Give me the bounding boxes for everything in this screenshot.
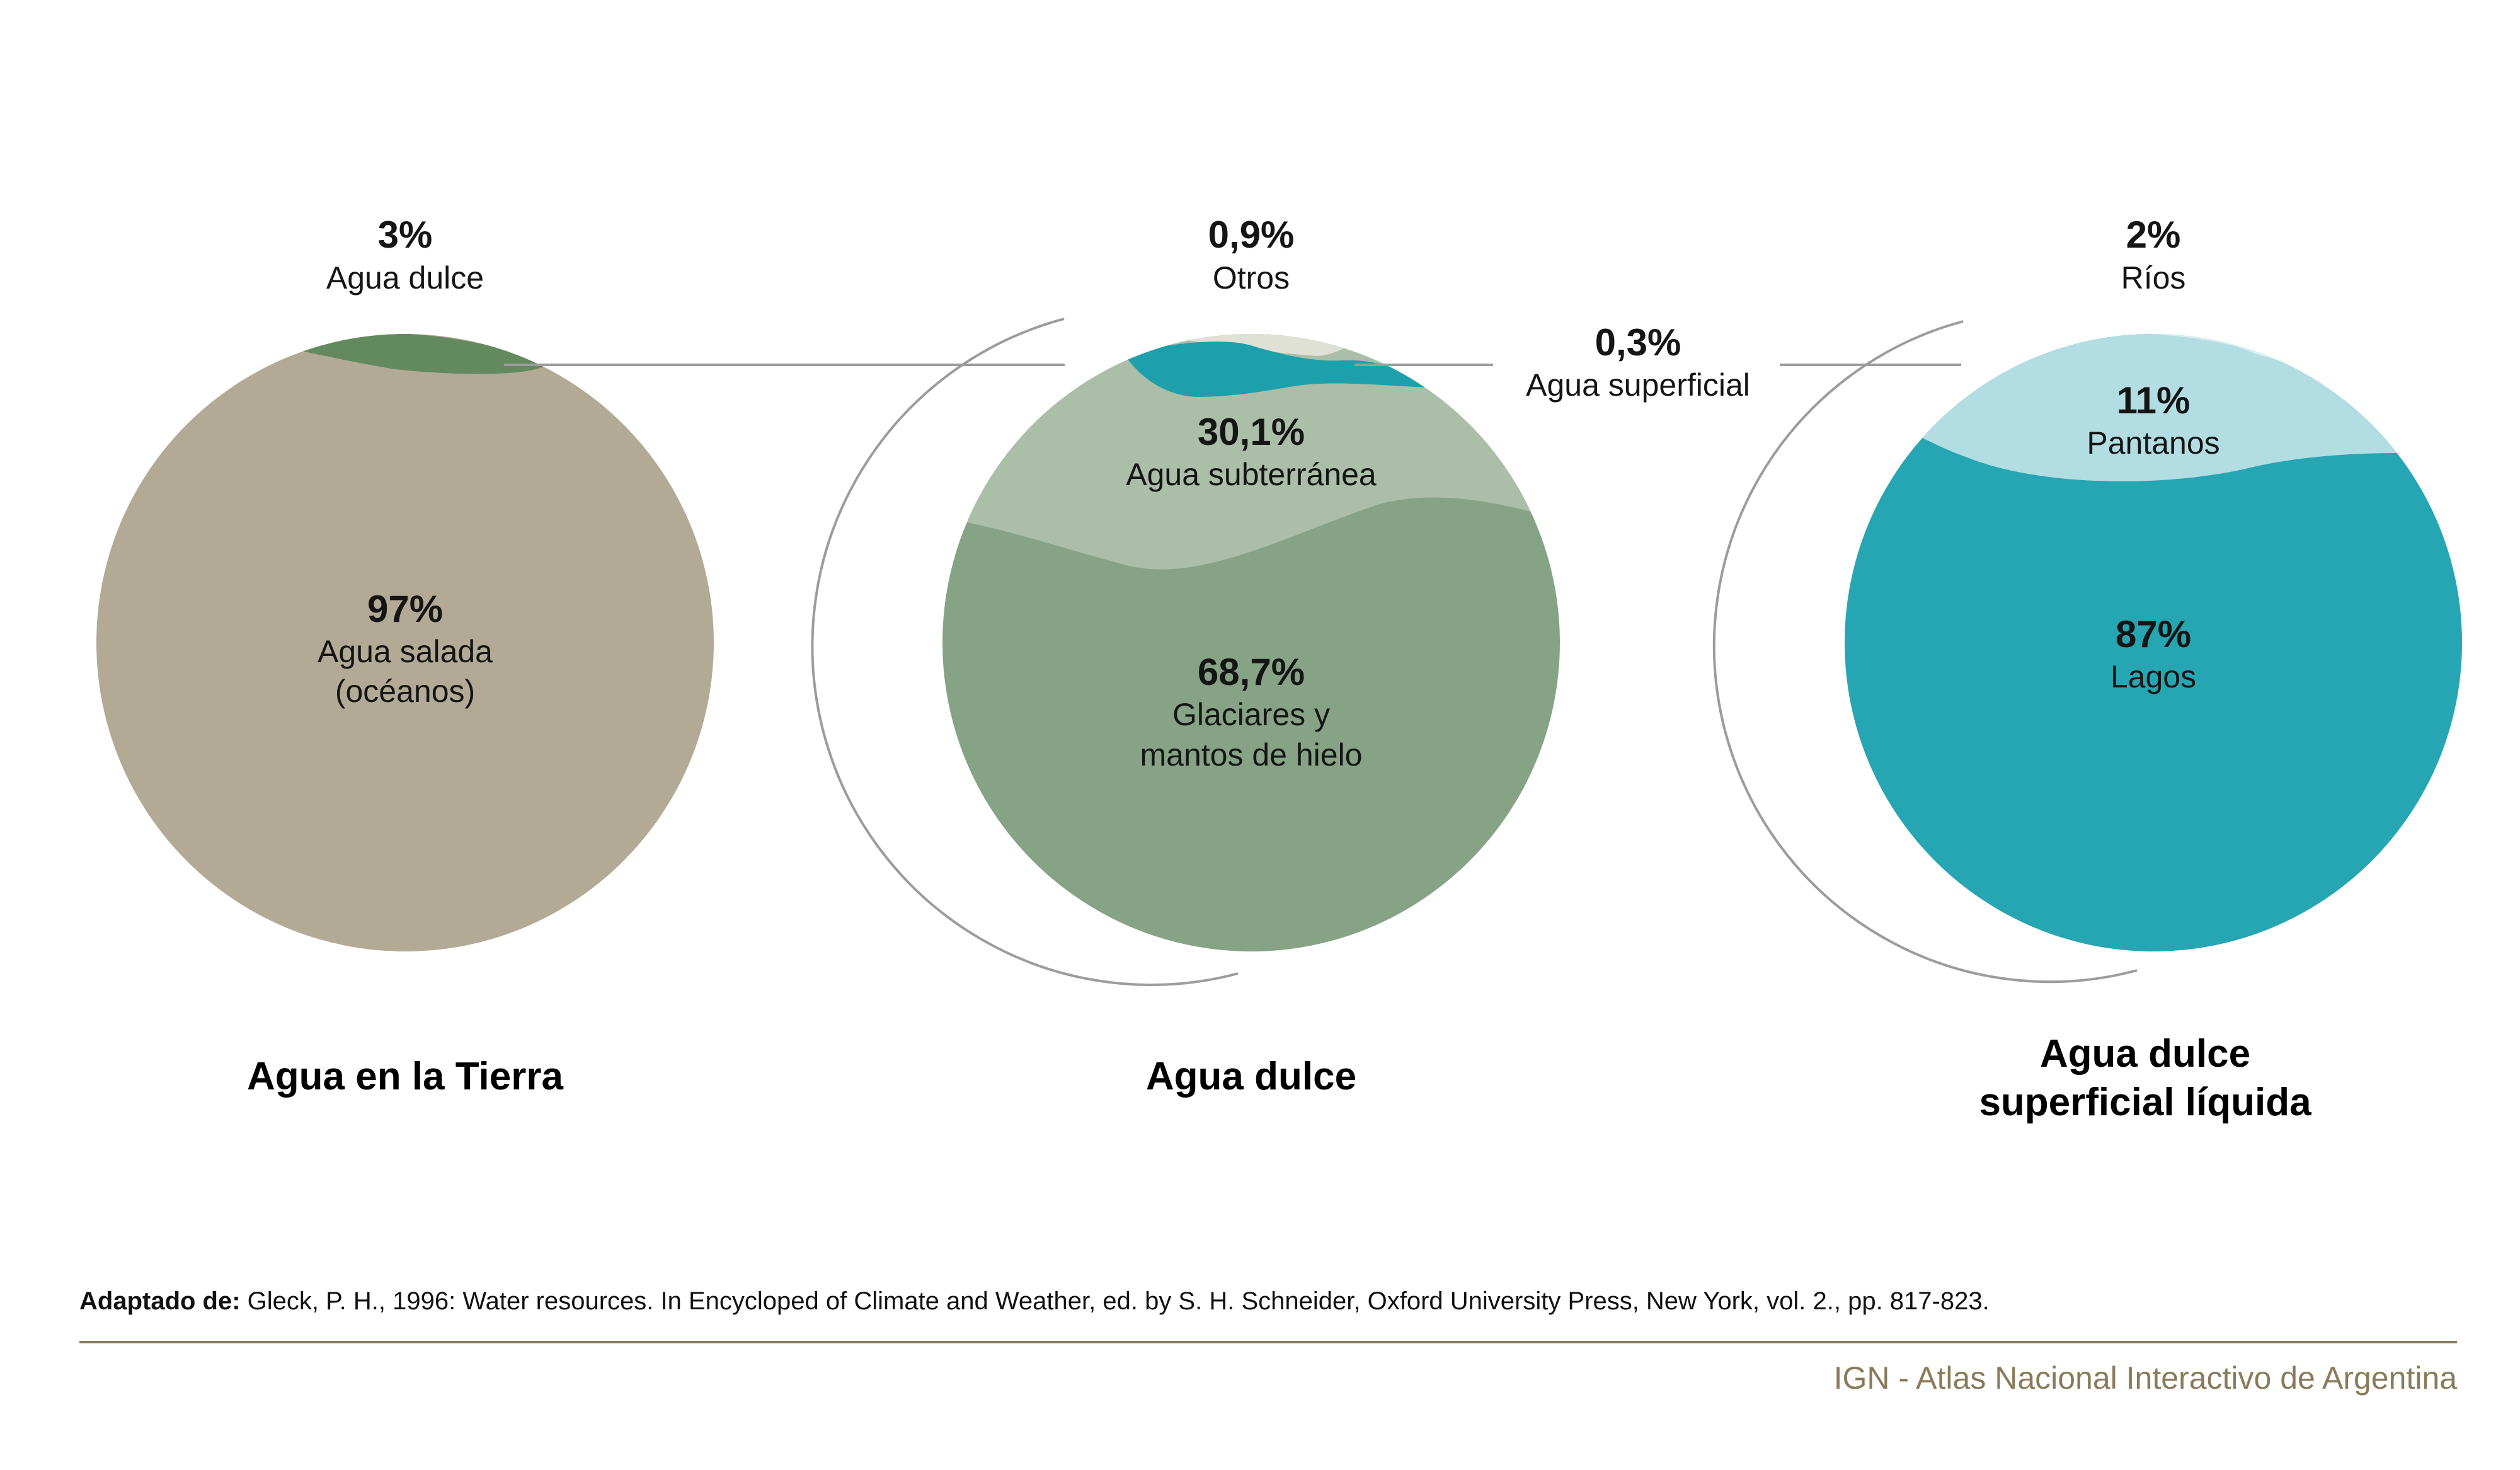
chart3-lakes-pct: 87% (2116, 613, 2191, 655)
chart1-top-pct: 3% (378, 214, 433, 256)
source-prefix: Adaptado de: (79, 1287, 241, 1315)
chart2-ground-pct: 30,1% (1198, 411, 1305, 453)
footer-credit: IGN - Atlas Nacional Interactivo de Arge… (1833, 1360, 2457, 1396)
chart3-lakes-label: Lagos (2110, 659, 2196, 694)
chart2-surface-pct: 0,3% (1595, 321, 1681, 364)
source-text: Gleck, P. H., 1996: Water resources. In … (240, 1287, 1990, 1315)
pie-earth-water (96, 334, 714, 951)
chart2-ice-label-1: Glaciares y (1172, 697, 1330, 732)
footer-divider (79, 1341, 2457, 1343)
chart1-top-label: Agua dulce (326, 260, 484, 296)
chart3-top-label: Ríos (2121, 260, 2186, 296)
chart2-ground-label: Agua subterránea (1126, 457, 1377, 492)
chart1-title: Agua en la Tierra (247, 1055, 563, 1098)
chart2-title: Agua dulce (1146, 1055, 1356, 1098)
chart3-top-pct: 2% (2126, 214, 2181, 256)
chart1-main-label-1: Agua salada (318, 634, 493, 669)
chart3-swamp-label: Pantanos (2087, 425, 2219, 461)
chart2-surface-label: Agua superficial (1526, 367, 1750, 403)
bracket-arc-surface-water (1712, 320, 2138, 984)
pie-fresh-water (942, 334, 1560, 951)
source-citation: Adaptado de: Gleck, P. H., 1996: Water r… (79, 1287, 1990, 1316)
chart3-swamp-pct: 11% (2117, 379, 2191, 422)
slice-agua-superficial (1125, 342, 1427, 397)
chart2-top-label: Otros (1213, 260, 1290, 296)
chart1-main-label-2: (océanos) (335, 674, 475, 709)
chart3-title-line-2: superficial líquida (1979, 1081, 2311, 1124)
slice-agua-dulce (265, 334, 548, 374)
bracket-arc-fresh-water (811, 318, 1239, 986)
chart2-ice-pct: 68,7% (1198, 651, 1305, 693)
chart3-title-line-1: Agua dulce (2040, 1032, 2250, 1076)
slice-agua-salada (96, 334, 714, 951)
chart2-top-pct: 0,9% (1208, 214, 1295, 256)
chart1-main-pct: 97% (367, 588, 443, 630)
chart2-ice-label-2: mantos de hielo (1140, 737, 1362, 772)
